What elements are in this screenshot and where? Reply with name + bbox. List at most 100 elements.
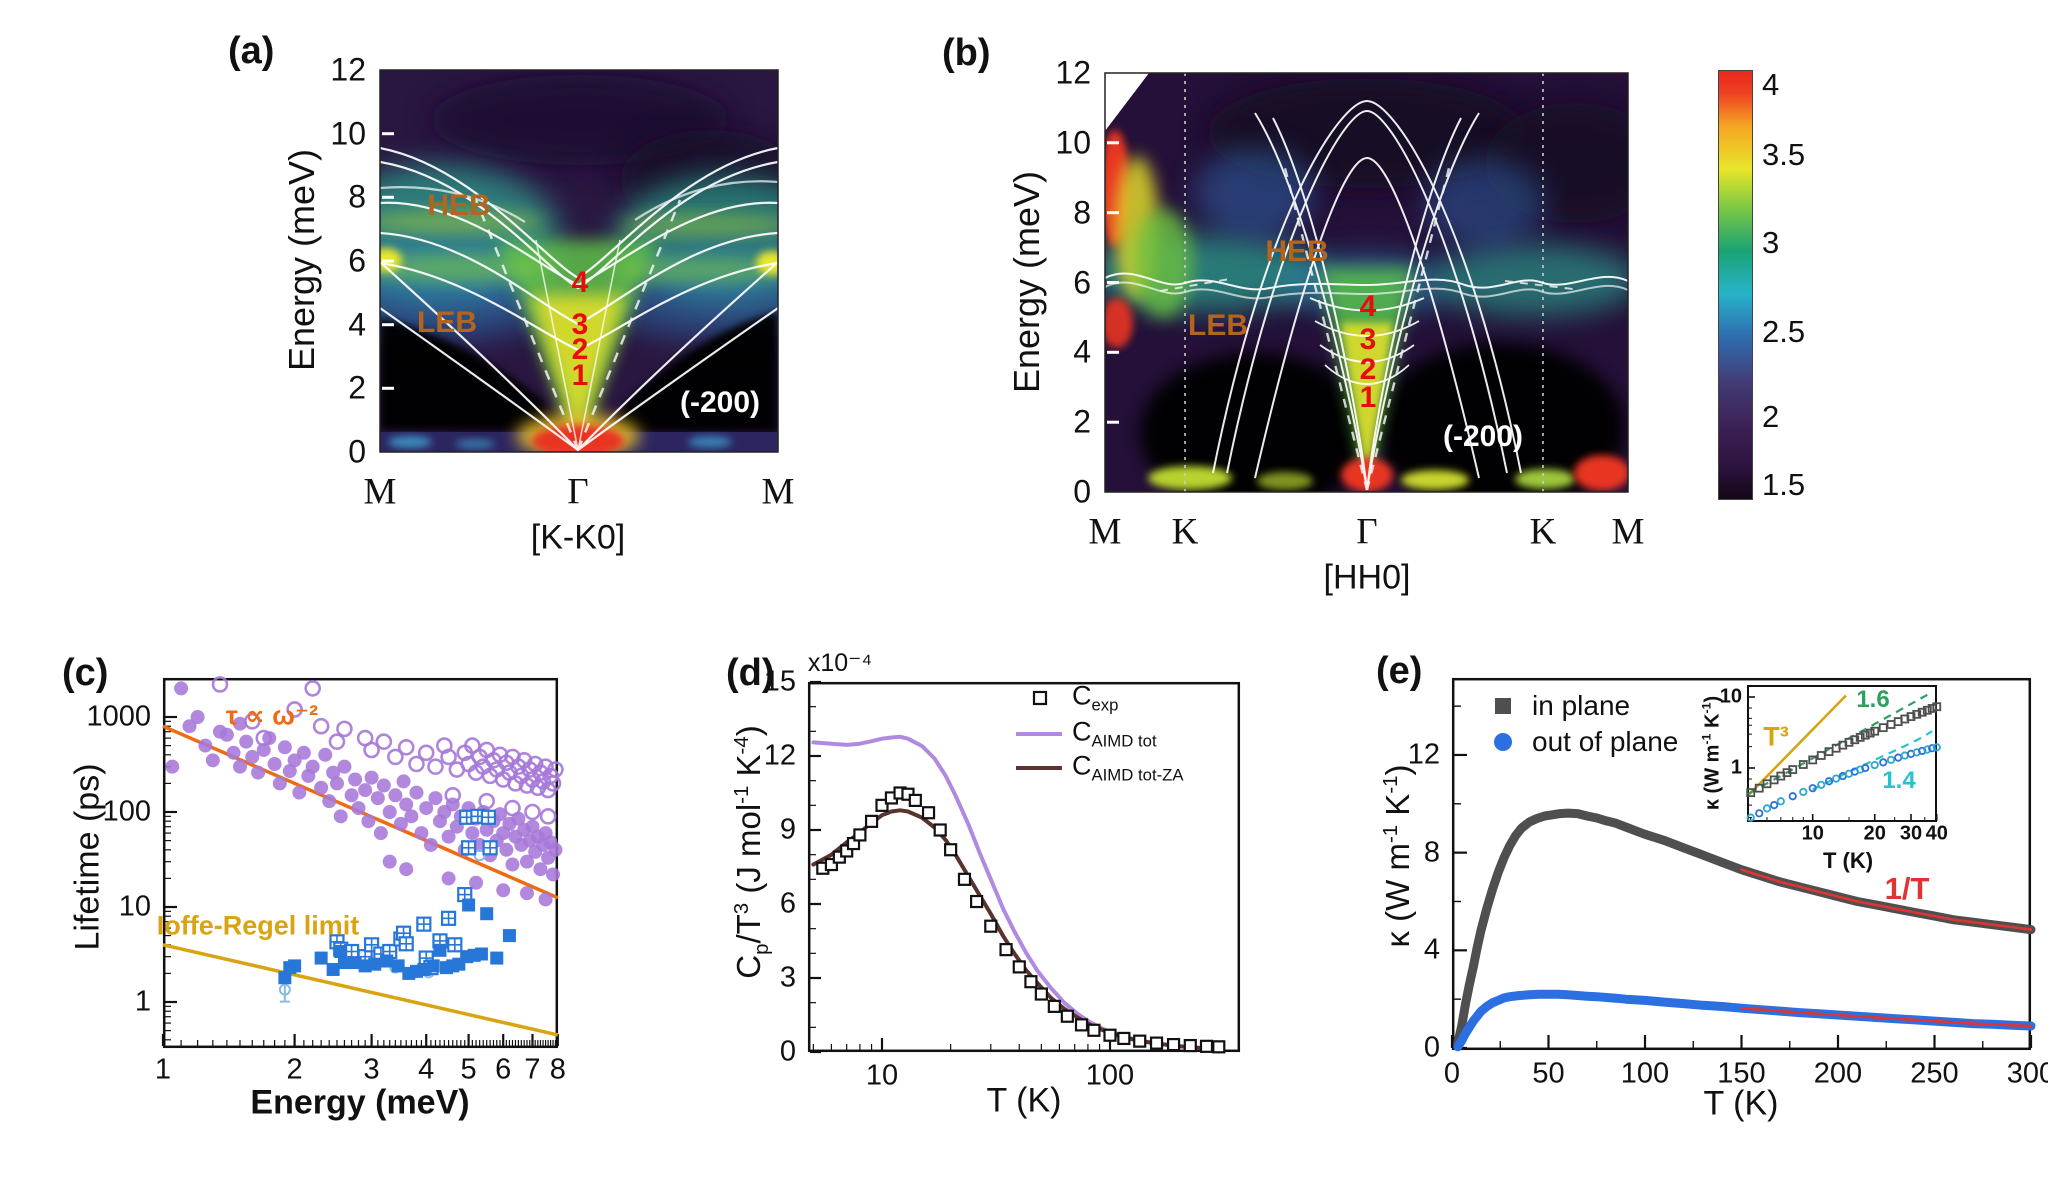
cexp-point: [875, 798, 889, 812]
inset-out-of-plane-point: [1808, 784, 1817, 793]
purple-filled-point: [376, 778, 391, 793]
label-segment: C: [1072, 750, 1092, 781]
cexp-point: [944, 843, 958, 857]
cexp-point: [970, 894, 984, 909]
inset-in-plane-point: [1798, 760, 1808, 769]
plot-frame: [807, 681, 1241, 1053]
inset-ylabel: κ (W m-1 K-1): [1700, 696, 1725, 810]
t-cubed-line: [1747, 694, 1847, 796]
inset-out-of-plane-point: [1928, 744, 1937, 753]
inset-in-plane-point: [1844, 737, 1854, 747]
colorbar-tick-label: 3.5: [1762, 137, 1806, 172]
purple-open-point: [537, 758, 554, 775]
x-tick-label: 4: [418, 1053, 435, 1086]
x-tick-label: 6: [495, 1053, 512, 1086]
purple-filled-point: [337, 759, 352, 774]
purple-open-point: [363, 741, 380, 759]
panel-c-xlabel: Energy (meV): [250, 1083, 470, 1122]
cexp-point: [1103, 1028, 1117, 1042]
cexp-point: [1133, 1034, 1147, 1048]
purple-filled-point: [174, 681, 189, 696]
cexp-point: [1034, 987, 1048, 1001]
purple-filled-point: [393, 816, 408, 831]
purple-filled-point: [409, 785, 424, 800]
inset-in-plane-point: [1808, 755, 1818, 765]
slope-1p4-line: [1812, 730, 1933, 791]
label-segment: K: [730, 754, 768, 786]
x-tick-label: 200: [1813, 1057, 1863, 1090]
inset-x-tick-label: 10: [1801, 822, 1824, 845]
x-tick-label: 50: [1532, 1057, 1565, 1090]
cexp-point: [1183, 1038, 1197, 1053]
slope-1p6-line: [1748, 693, 1928, 795]
purple-filled-point: [239, 734, 254, 749]
colorbar-tick-label: 4: [1762, 67, 1780, 102]
cexp-point: [864, 814, 879, 828]
purple-filled-point: [361, 814, 376, 829]
panel-c-ylabel: Lifetime (ps): [68, 763, 107, 951]
inset-frame: [1747, 685, 1937, 822]
inset-in-plane-point: [1870, 726, 1880, 736]
x-tick-label: M: [1611, 511, 1645, 553]
purple-open-point: [547, 761, 564, 778]
label-segment: p: [749, 943, 773, 955]
y-tick-label: 0: [1423, 1031, 1440, 1064]
legend-in-plane-marker: [1495, 698, 1511, 714]
purple-filled-point: [493, 807, 508, 822]
x-tick-label: 1: [154, 1053, 172, 1086]
purple-filled-point: [404, 809, 419, 824]
purple-filled-point: [232, 716, 247, 731]
ioffe-regel-label: Ioffe-Regel limit: [156, 910, 360, 941]
x-tick-label: K: [1171, 511, 1199, 553]
purple-filled-point: [414, 826, 429, 841]
blue-filled-square: [490, 951, 504, 965]
inset-y-tick-label: 10: [1719, 685, 1742, 708]
purple-filled-point: [546, 867, 561, 882]
slope-1p4-label: 1.4: [1882, 767, 1916, 794]
inset-in-plane-point: [1932, 702, 1942, 712]
purple-open-point: [336, 720, 353, 738]
aimd-tot-za-curve: [811, 808, 1221, 1051]
panel-a-ylabel: Energy (meV): [281, 148, 322, 372]
blue-filled-square: [426, 959, 440, 973]
panel-e-xlabel: T (K): [1703, 1084, 1779, 1123]
blue-filled-square: [433, 943, 447, 957]
purple-filled-point: [326, 765, 341, 780]
plot-frame: [162, 677, 559, 1049]
y-tick-label: 0: [348, 433, 366, 470]
purple-open-point: [375, 733, 393, 750]
purple-filled-point: [428, 791, 443, 806]
cexp-point: [933, 823, 947, 837]
cexp-point: [1047, 999, 1061, 1013]
cexp-point: [1087, 1023, 1101, 1037]
label-segment: ): [730, 725, 768, 737]
label-segment: -1: [730, 785, 754, 804]
branch-number-label: 4: [571, 266, 589, 300]
purple-filled-point: [469, 875, 484, 890]
cexp-point: [1199, 1039, 1214, 1053]
panel-b-xlabel: [HH0]: [1323, 558, 1411, 597]
inset-out-of-plane-point: [1776, 797, 1785, 806]
blue-filled-square: [474, 947, 488, 961]
y-tick-label: 15: [763, 665, 796, 698]
inset-out-of-plane-point: [1799, 787, 1808, 797]
inset-out-of-plane-point: [1832, 774, 1841, 783]
x-tick-label: Γ: [1356, 511, 1378, 553]
y-tick-label: 4: [348, 306, 366, 343]
purple-filled-point: [519, 886, 534, 901]
blue-filled-square: [288, 959, 302, 973]
blue-filled-square: [380, 954, 394, 968]
label-segment: -1: [1699, 702, 1714, 714]
cexp-point: [984, 919, 998, 933]
plot-frame: [1451, 677, 2032, 1051]
panel-d-xlabel: T (K): [986, 1081, 1062, 1120]
inset-in-plane-point: [1788, 765, 1798, 774]
thermal-conductivity-plot: [1450, 677, 2036, 1052]
label-segment: -4: [730, 736, 754, 755]
inset-out-of-plane-point: [1762, 804, 1772, 813]
legend-out-of-plane-marker: [1494, 733, 1512, 751]
purple-filled-point: [499, 842, 514, 857]
purple-filled-point: [511, 811, 526, 826]
panel-e-letter: (e): [1376, 650, 1423, 692]
legend-label: CAIMD tot-ZA: [1072, 750, 1184, 785]
